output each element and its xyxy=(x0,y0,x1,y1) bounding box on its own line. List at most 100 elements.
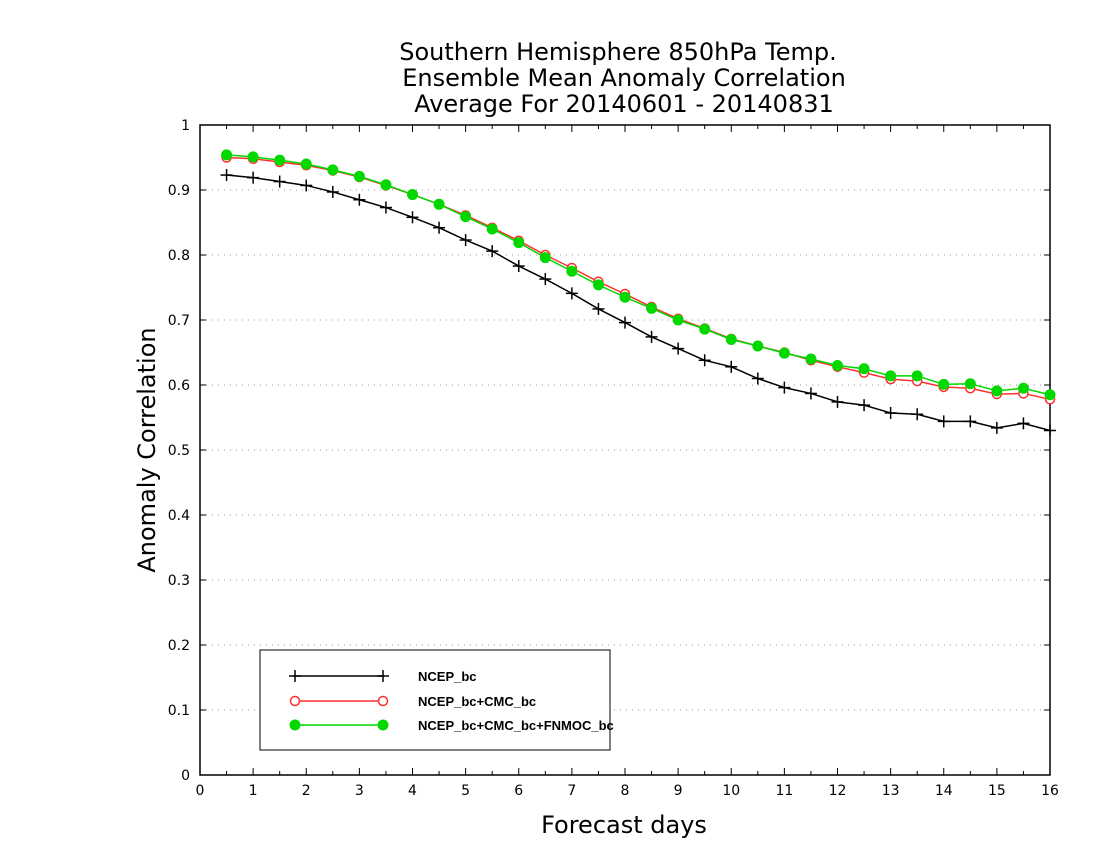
legend-label: NCEP_bc+CMC_bc+FNMOC_bc xyxy=(418,718,614,733)
x-tick-label: 9 xyxy=(674,783,683,799)
data-point xyxy=(858,363,870,375)
data-point xyxy=(672,314,684,326)
data-point xyxy=(1017,417,1030,430)
x-tick-label: 10 xyxy=(722,783,740,799)
data-point xyxy=(379,201,392,214)
x-axis-title: Forecast days xyxy=(541,811,707,839)
series-ncep-bc-cmc-bc xyxy=(221,152,1056,405)
data-point xyxy=(619,291,631,303)
data-point xyxy=(592,279,604,291)
x-tick-label: 1 xyxy=(249,783,258,799)
data-point xyxy=(539,273,552,286)
y-tick-label: 1 xyxy=(181,118,190,134)
data-point xyxy=(911,370,923,382)
data-point xyxy=(911,408,924,421)
x-tick-label: 15 xyxy=(988,783,1006,799)
legend-item-ncep-bc-cmc-bc: NCEP_bc+CMC_bc xyxy=(289,694,536,709)
x-tick-label: 3 xyxy=(355,783,364,799)
data-point xyxy=(938,378,950,390)
data-point xyxy=(725,334,737,345)
data-point xyxy=(566,265,578,277)
y-tick-label: 0.5 xyxy=(168,443,190,459)
legend-marker xyxy=(377,695,389,707)
series-line xyxy=(226,156,1051,401)
data-point xyxy=(300,179,313,192)
data-point xyxy=(646,302,658,314)
data-point xyxy=(539,252,551,264)
y-tick-label: 0 xyxy=(181,768,190,784)
data-point xyxy=(831,395,844,408)
data-point xyxy=(486,245,499,258)
data-point xyxy=(805,353,817,365)
y-tick-label: 0.8 xyxy=(168,248,190,264)
y-tick-label: 0.7 xyxy=(168,313,190,329)
x-tick-label: 4 xyxy=(408,783,417,799)
data-point xyxy=(964,415,977,428)
data-point xyxy=(592,302,605,315)
y-tick-label: 0.4 xyxy=(168,508,190,524)
data-point xyxy=(353,170,365,182)
chart-title: Southern Hemisphere 850hPa Temp. Ensembl… xyxy=(399,38,846,118)
data-point xyxy=(1044,389,1056,401)
data-point xyxy=(300,158,312,170)
data-point xyxy=(885,370,897,382)
legend-marker xyxy=(377,719,389,731)
data-point xyxy=(778,347,790,359)
data-point xyxy=(221,149,233,161)
x-tick-label: 0 xyxy=(196,783,205,799)
data-point xyxy=(460,211,472,223)
legend-item-ncep-bc-cmc-bc-fnmoc-bc: NCEP_bc+CMC_bc+FNMOC_bc xyxy=(289,718,614,733)
y-tick-label: 0.1 xyxy=(168,703,190,719)
chart-title-line-1: Southern Hemisphere 850hPa Temp. xyxy=(399,38,836,66)
data-point xyxy=(486,223,498,235)
data-point xyxy=(698,354,711,367)
data-point xyxy=(699,323,711,335)
chart-title-line-2: Ensemble Mean Anomaly Correlation xyxy=(402,64,846,92)
series-ncep-bc xyxy=(220,169,1056,437)
y-tick-label: 0.6 xyxy=(168,378,190,394)
data-point xyxy=(884,406,897,419)
data-point xyxy=(858,399,871,412)
x-tick-label: 2 xyxy=(302,783,311,799)
y-tick-label: 0.2 xyxy=(168,638,190,654)
data-point xyxy=(274,154,286,166)
data-point xyxy=(725,360,738,373)
data-point xyxy=(326,185,339,198)
legend-box xyxy=(259,649,611,751)
data-point xyxy=(964,378,976,390)
y-tick-label: 0.3 xyxy=(168,573,190,589)
x-tick-label: 5 xyxy=(461,783,470,799)
data-point xyxy=(380,179,392,191)
data-point xyxy=(832,360,843,371)
data-point xyxy=(220,169,233,182)
legend-marker xyxy=(289,719,301,731)
data-point xyxy=(247,151,259,163)
data-point xyxy=(247,171,260,184)
series-line xyxy=(226,154,1051,396)
y-tick-label: 0.9 xyxy=(168,183,190,199)
data-point xyxy=(565,287,578,300)
x-tick-label: 6 xyxy=(514,783,523,799)
data-point xyxy=(619,316,631,329)
data-point xyxy=(804,387,817,400)
x-tick-label: 14 xyxy=(935,783,953,799)
y-axis-title: Anomaly Correlation xyxy=(133,327,161,572)
legend-marker xyxy=(289,670,301,682)
data-point xyxy=(513,237,525,249)
data-point xyxy=(752,340,764,352)
data-point xyxy=(645,330,658,343)
data-point xyxy=(512,260,525,273)
chart-title-line-3: Average For 20140601 - 20140831 xyxy=(414,90,834,118)
data-point xyxy=(1044,424,1056,437)
data-point xyxy=(991,385,1003,397)
legend-label: NCEP_bc xyxy=(418,669,477,684)
series-layer xyxy=(220,149,1056,437)
x-tick-label: 11 xyxy=(775,783,793,799)
data-point xyxy=(407,189,418,201)
data-point xyxy=(990,421,1003,434)
legend-marker xyxy=(377,670,389,682)
x-tick-label: 13 xyxy=(882,783,900,799)
gridlines xyxy=(200,189,1050,711)
legend-label: NCEP_bc+CMC_bc xyxy=(418,694,536,709)
